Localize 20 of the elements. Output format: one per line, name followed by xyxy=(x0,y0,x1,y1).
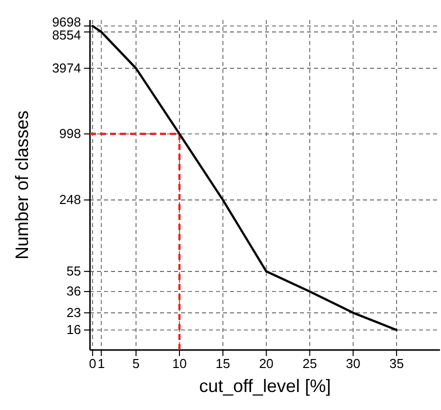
x-tick-label: 0 xyxy=(88,356,96,372)
y-tick-label: 23 xyxy=(66,304,81,320)
x-tick-label: 25 xyxy=(302,356,317,372)
y-tick-label: 3974 xyxy=(52,60,81,76)
y-tick-label: 9698 xyxy=(52,14,81,30)
x-tick-label: 15 xyxy=(216,356,230,372)
x-tick-label: 35 xyxy=(389,356,404,372)
x-tick-label: 1 xyxy=(98,356,105,372)
x-tick-label: 10 xyxy=(172,356,187,372)
y-tick-label: 55 xyxy=(66,264,81,279)
y-tick-label: 36 xyxy=(66,284,81,299)
y-tick-label: 248 xyxy=(59,192,81,208)
x-axis-title: cut_off_level [%] xyxy=(199,376,331,396)
y-tick-label: 998 xyxy=(59,126,81,142)
y-tick-label: 8554 xyxy=(52,28,81,43)
y-tick-label: 16 xyxy=(66,322,81,338)
y-axis-title: Number of classes xyxy=(12,110,32,260)
x-tick-label: 5 xyxy=(132,356,140,372)
x-tick-label: 30 xyxy=(346,356,360,372)
x-tick-label: 20 xyxy=(259,356,274,372)
